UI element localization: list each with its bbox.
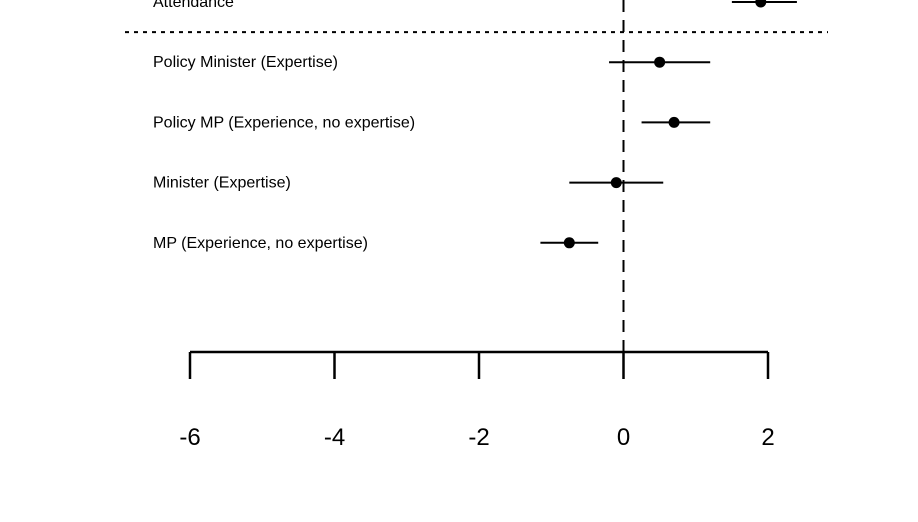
row-label: MP (Experience, no expertise) xyxy=(153,235,368,252)
x-tick-label: 0 xyxy=(617,424,630,451)
x-tick-label: -6 xyxy=(179,424,200,451)
point-estimate xyxy=(668,116,680,128)
point-estimate xyxy=(654,56,666,68)
x-tick-label: -4 xyxy=(324,424,345,451)
row-label: Minister (Expertise) xyxy=(153,175,291,192)
x-tick-label: 2 xyxy=(761,424,774,451)
point-estimate xyxy=(755,0,767,8)
row-label: Policy Minister (Expertise) xyxy=(153,54,338,71)
point-estimate xyxy=(563,237,575,249)
row-label: Policy MP (Experience, no expertise) xyxy=(153,114,415,131)
row-label: Attendance xyxy=(153,0,234,11)
point-estimate xyxy=(610,177,622,189)
x-tick-label: -2 xyxy=(468,424,489,451)
